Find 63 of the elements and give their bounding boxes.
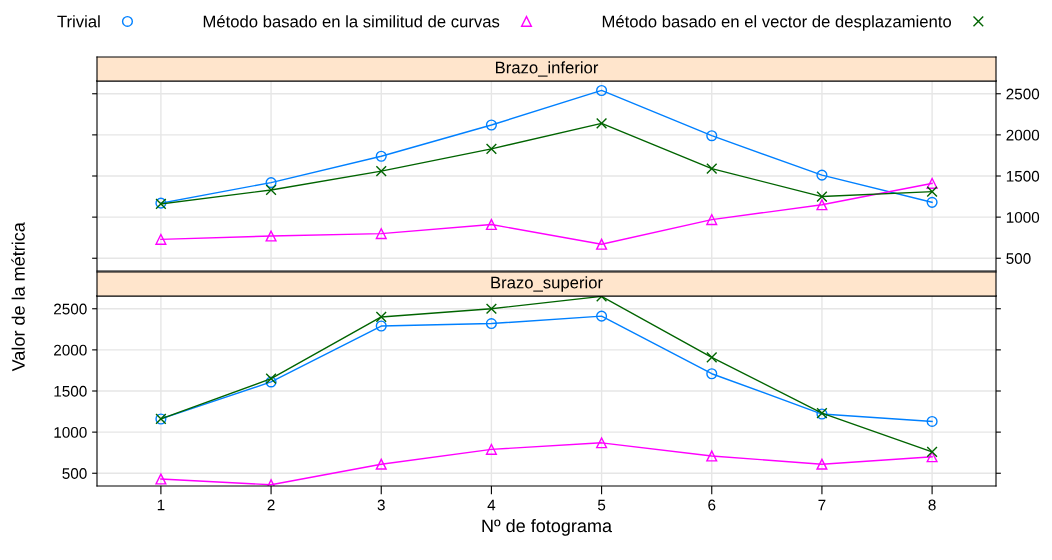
point xyxy=(485,303,497,315)
point xyxy=(816,458,828,470)
y-tick-label: 500 xyxy=(62,468,87,479)
y-tick-label: 2000 xyxy=(54,344,87,356)
legend-label: Método basado en el vector de desplazamiento xyxy=(602,15,952,31)
x-tick-label: 4 xyxy=(487,499,496,511)
point xyxy=(706,450,718,462)
legend-label: Trivial xyxy=(57,15,100,28)
x-tick-label: 8 xyxy=(928,499,936,511)
chart-title: Brazo_superior xyxy=(491,276,603,292)
x-tick-label: 7 xyxy=(818,499,826,511)
point xyxy=(375,150,387,162)
x-tick-label: 5 xyxy=(597,499,606,511)
point xyxy=(485,443,497,455)
point xyxy=(926,451,938,463)
point xyxy=(485,143,497,155)
y-tick-label: 2500 xyxy=(54,303,87,315)
point xyxy=(375,165,387,177)
point xyxy=(265,230,277,242)
point xyxy=(596,84,608,97)
y-axis-title: Valor de la métrica xyxy=(11,222,25,372)
legend-label: Método basado en la similitud de curvas xyxy=(203,15,500,28)
y-tick-label: 1000 xyxy=(54,426,87,438)
x-axis-title: Nº de fotograma xyxy=(482,518,613,536)
point xyxy=(375,320,387,332)
point xyxy=(706,214,718,226)
point xyxy=(265,184,277,196)
point xyxy=(926,196,938,208)
x-tick-label: 1 xyxy=(157,499,165,511)
point xyxy=(706,368,718,380)
point xyxy=(926,415,938,427)
x-tick-label: 2 xyxy=(267,499,275,511)
point xyxy=(155,233,167,245)
point xyxy=(816,199,828,211)
point xyxy=(816,169,828,181)
point xyxy=(706,163,718,175)
point xyxy=(485,119,497,131)
point xyxy=(596,437,608,449)
point xyxy=(375,311,387,323)
point xyxy=(375,458,387,470)
point xyxy=(596,238,608,250)
point xyxy=(375,228,387,240)
point xyxy=(596,310,608,322)
point xyxy=(485,218,497,231)
x-tick-label: 6 xyxy=(708,499,716,511)
point xyxy=(155,473,167,485)
y-tick-label: 2000 xyxy=(1006,129,1040,141)
point xyxy=(706,351,718,363)
y-tick-label: 1500 xyxy=(54,385,87,397)
y-tick-label: 1500 xyxy=(1006,170,1040,182)
y-tick-label: 2500 xyxy=(1006,88,1040,100)
point xyxy=(816,191,828,203)
x-tick-label: 3 xyxy=(377,499,385,511)
point xyxy=(265,177,277,189)
chart-title: Brazo_inferior xyxy=(495,61,599,77)
point xyxy=(596,117,608,129)
y-tick-label: 500 xyxy=(1006,253,1031,264)
point xyxy=(926,177,938,189)
point xyxy=(926,186,938,198)
point xyxy=(926,446,938,458)
point xyxy=(485,317,497,330)
point xyxy=(706,130,718,142)
y-tick-label: 1000 xyxy=(1006,211,1040,223)
